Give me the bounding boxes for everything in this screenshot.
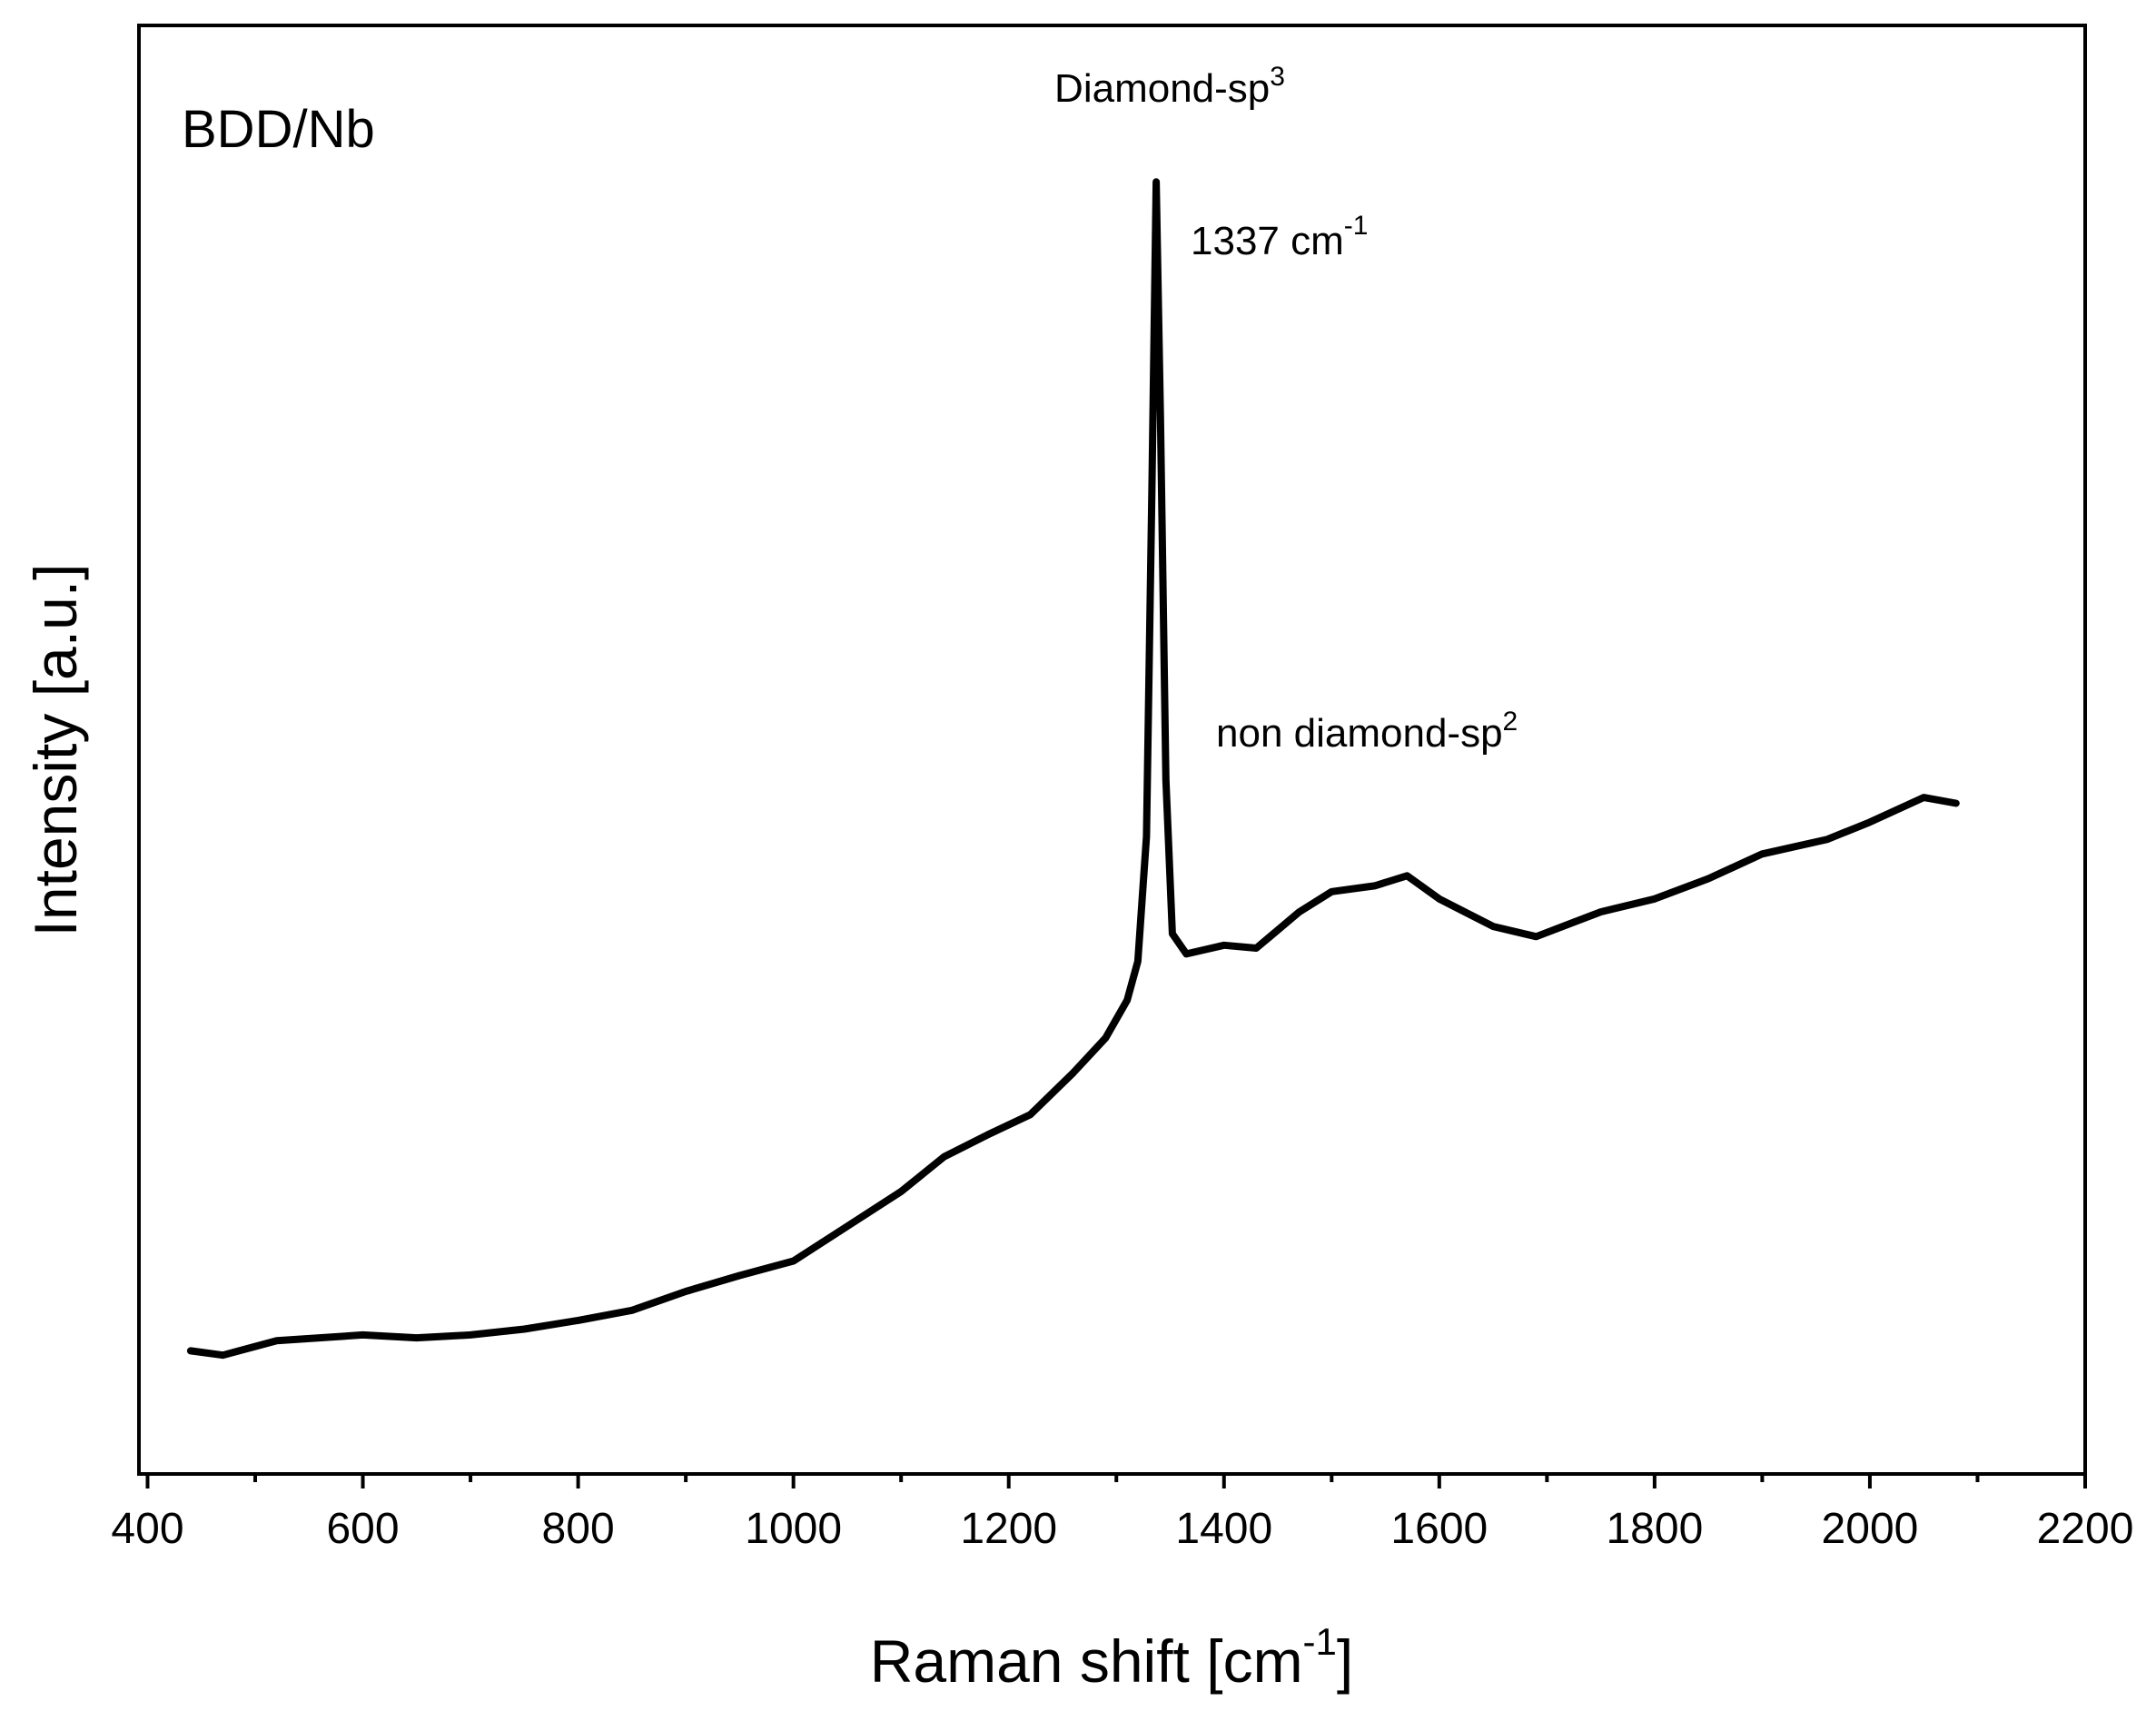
annotation-sup: 3	[1270, 62, 1285, 92]
x-tick-label: 600	[326, 1505, 399, 1553]
annotation-text: 1337 cm	[1191, 219, 1344, 263]
x-tick-label: 1600	[1390, 1505, 1488, 1553]
x-tick-label: 400	[111, 1505, 183, 1553]
x-tick-label: 1400	[1175, 1505, 1272, 1553]
plot-frame	[137, 24, 2087, 1476]
annotation-text: non diamond-sp	[1216, 711, 1503, 756]
x-tick-label: 2200	[2037, 1505, 2134, 1553]
x-tick-label: 2000	[1822, 1505, 1919, 1553]
x-axis-label: Raman shift [cm-1]	[870, 1620, 1354, 1695]
annotation: Diamond-sp3	[1054, 62, 1285, 111]
sample-label: BDD/Nb	[182, 100, 375, 159]
y-axis-label: Intensity [a.u.]	[22, 564, 89, 937]
x-tick-label: 800	[542, 1505, 615, 1553]
spectrum-line	[186, 178, 1960, 1360]
x-tick-label: 1200	[960, 1505, 1057, 1553]
annotation: non diamond-sp2	[1216, 707, 1518, 756]
annotation-sup: 2	[1503, 707, 1518, 737]
annotation-text: Diamond-sp	[1054, 66, 1270, 111]
annotation: 1337 cm-1	[1191, 211, 1368, 263]
x-axis-label-after: ]	[1337, 1627, 1353, 1695]
x-axis-label-sup: -1	[1303, 1620, 1337, 1663]
x-axis-label-text: Raman shift [cm	[870, 1627, 1303, 1695]
x-tick-label: 1800	[1606, 1505, 1703, 1553]
x-tick-label: 1000	[745, 1505, 842, 1553]
annotation-sup: -1	[1344, 211, 1369, 241]
